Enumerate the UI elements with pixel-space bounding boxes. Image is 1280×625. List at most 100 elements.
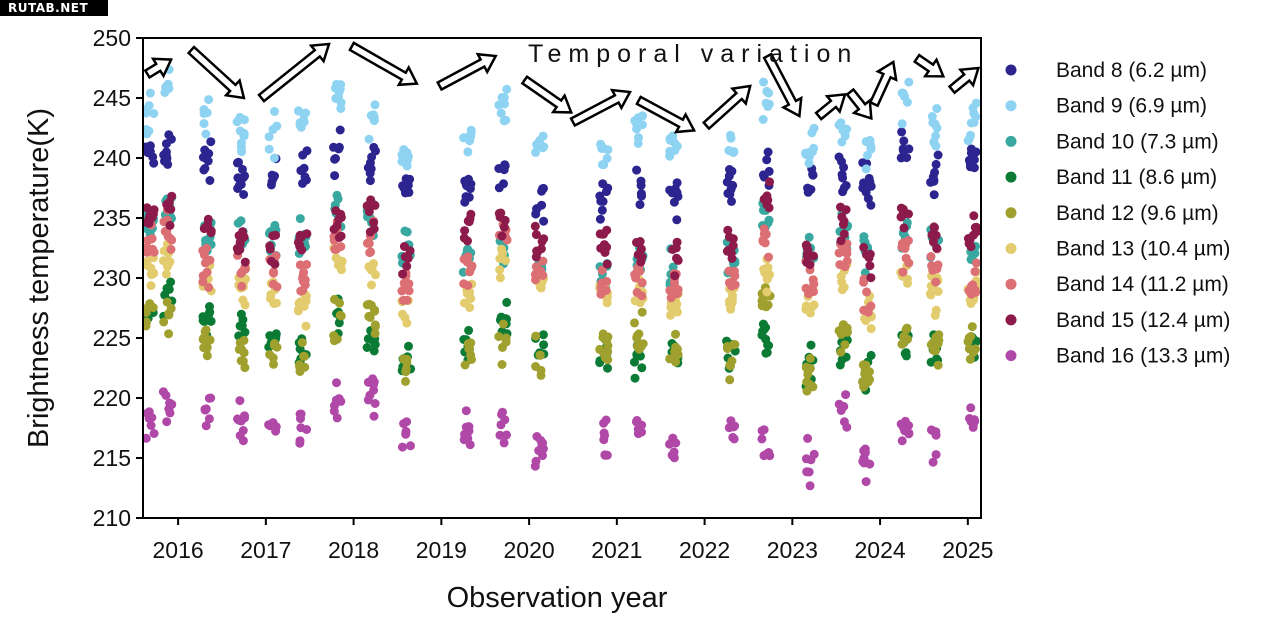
data-point — [463, 281, 473, 290]
data-point — [464, 325, 474, 335]
data-point — [669, 197, 679, 207]
data-point — [239, 190, 249, 199]
data-point — [837, 355, 847, 364]
data-point — [904, 77, 914, 87]
data-point — [966, 403, 976, 413]
trend-arrow — [569, 88, 632, 128]
legend-label: Band 14 (11.2 µm) — [1056, 273, 1229, 296]
data-point — [460, 226, 470, 236]
data-point — [637, 191, 646, 201]
data-point — [836, 202, 845, 212]
data-point — [801, 454, 811, 464]
data-point — [672, 307, 682, 317]
data-point — [199, 343, 209, 353]
data-point — [238, 426, 248, 435]
data-point — [265, 241, 275, 251]
data-point — [928, 457, 938, 467]
data-point — [497, 93, 507, 102]
data-point — [294, 106, 304, 116]
data-point — [969, 415, 979, 425]
annotation-temporal-variation: Temporal variation — [528, 40, 858, 68]
data-point — [165, 398, 175, 408]
data-point — [759, 194, 769, 204]
data-point — [330, 171, 340, 181]
data-point — [164, 310, 174, 320]
data-point — [866, 350, 876, 360]
data-point — [665, 354, 675, 364]
data-point — [199, 105, 209, 114]
data-point — [538, 330, 548, 340]
data-point — [496, 420, 506, 430]
data-point — [402, 318, 412, 328]
data-point — [928, 172, 938, 182]
data-point — [723, 188, 733, 198]
data-point — [266, 256, 276, 266]
data-point — [143, 129, 152, 139]
data-point — [635, 351, 645, 361]
data-point — [603, 183, 613, 193]
data-point — [166, 244, 176, 254]
data-point — [397, 150, 407, 160]
data-point — [295, 214, 305, 224]
data-point — [405, 246, 415, 256]
data-point — [363, 377, 373, 387]
data-point — [404, 286, 414, 296]
data-point — [597, 265, 607, 275]
data-point — [365, 158, 375, 168]
data-point — [199, 119, 209, 128]
data-point — [840, 340, 850, 350]
data-point — [144, 101, 154, 111]
data-point — [804, 158, 814, 168]
data-point — [637, 307, 647, 317]
data-point — [632, 124, 642, 134]
data-point — [335, 298, 344, 308]
data-point — [329, 336, 339, 346]
legend-label: Band 12 (9.6 µm) — [1056, 202, 1219, 225]
data-point — [671, 329, 680, 339]
data-point — [266, 180, 276, 190]
data-point — [672, 344, 682, 354]
data-point — [635, 200, 645, 210]
data-point — [866, 273, 876, 283]
data-point — [531, 230, 541, 240]
data-point — [235, 338, 245, 348]
x-axis: 2016 2017 2018 2019 2020 2021 2022 2023 2024 2025 — [153, 518, 993, 563]
x-tick-label: 2017 — [240, 537, 291, 563]
data-point — [727, 277, 737, 287]
data-point — [498, 319, 508, 329]
data-point — [838, 126, 848, 135]
data-point — [265, 421, 275, 431]
data-point — [329, 142, 338, 152]
data-point — [369, 142, 379, 152]
site-watermark: RUTAB.NET — [0, 0, 108, 16]
data-point — [404, 341, 413, 351]
data-point — [665, 439, 674, 449]
data-point — [205, 176, 215, 185]
data-point — [499, 222, 509, 232]
data-point — [761, 334, 771, 344]
data-point — [370, 321, 380, 331]
data-point — [502, 430, 511, 440]
data-point — [401, 429, 411, 439]
y-tick-label: 225 — [93, 325, 131, 351]
data-point — [295, 438, 305, 448]
data-point — [149, 109, 159, 118]
data-point — [927, 230, 937, 240]
data-point — [599, 428, 609, 438]
legend-item: Band 11 (8.6 µm) — [1005, 166, 1217, 189]
data-point — [364, 238, 374, 248]
data-point — [927, 112, 937, 121]
data-point — [538, 438, 548, 448]
data-point — [634, 344, 644, 354]
data-point — [460, 176, 470, 186]
data-point — [145, 299, 155, 309]
data-point — [368, 336, 378, 346]
trend-arrow — [436, 52, 498, 92]
data-point — [461, 406, 471, 416]
data-point — [805, 481, 815, 491]
legend-marker — [1005, 314, 1017, 326]
data-point — [596, 139, 606, 149]
data-point — [600, 450, 610, 460]
data-point — [236, 179, 246, 189]
